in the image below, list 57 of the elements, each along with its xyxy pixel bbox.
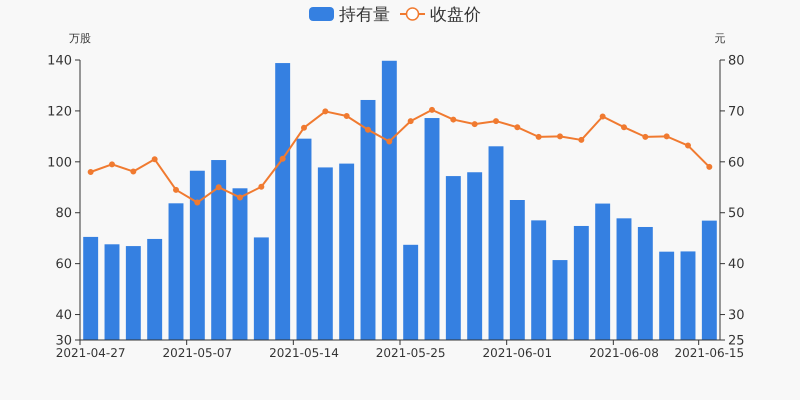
point bbox=[685, 142, 691, 149]
x-tick-label: 2021-06-01 bbox=[482, 346, 552, 360]
point bbox=[642, 134, 648, 140]
point bbox=[216, 184, 222, 190]
y2-tick-label: 80 bbox=[728, 54, 745, 68]
point bbox=[450, 116, 456, 123]
y-axis-title: 万股 bbox=[69, 32, 91, 45]
y2-tick-label: 60 bbox=[728, 155, 745, 170]
x-tick-label: 2021-06-08 bbox=[589, 346, 659, 360]
x-tick-label: 2021-06-15 bbox=[674, 346, 744, 360]
point bbox=[258, 184, 264, 190]
y2-tick-label: 50 bbox=[728, 206, 745, 222]
y2-tick-label: 70 bbox=[728, 104, 745, 120]
point bbox=[194, 200, 200, 206]
point bbox=[301, 124, 307, 131]
point bbox=[472, 121, 478, 128]
legend-label: 持有量 bbox=[339, 5, 390, 25]
point bbox=[557, 133, 563, 140]
point bbox=[173, 186, 179, 193]
y-tick-label: 60 bbox=[55, 257, 72, 272]
point bbox=[109, 161, 115, 168]
point bbox=[237, 194, 243, 200]
point bbox=[322, 108, 328, 114]
legend-持有量: 持有量 bbox=[309, 5, 390, 25]
point bbox=[621, 124, 627, 130]
point bbox=[578, 136, 584, 143]
y2-tick-label: 30 bbox=[728, 308, 745, 324]
x-tick-label: 2021-05-14 bbox=[269, 346, 339, 360]
point bbox=[344, 113, 350, 119]
point bbox=[493, 118, 499, 124]
point bbox=[600, 114, 606, 120]
x-tick-label: 2021-05-25 bbox=[376, 346, 446, 360]
point bbox=[88, 169, 94, 175]
y-tick-label: 140 bbox=[47, 54, 72, 68]
y-tick-label: 120 bbox=[47, 104, 72, 120]
point bbox=[706, 164, 712, 170]
point bbox=[514, 124, 520, 130]
point bbox=[386, 138, 392, 144]
y-tick-label: 100 bbox=[47, 155, 72, 170]
point bbox=[408, 118, 414, 124]
point bbox=[280, 156, 286, 162]
y-tick-label: 40 bbox=[55, 308, 72, 324]
point bbox=[365, 126, 371, 133]
y-tick-label: 30 bbox=[55, 334, 72, 348]
y2-axis-title: 元 bbox=[714, 32, 726, 45]
legend-label: 收盘价 bbox=[430, 5, 481, 25]
y-tick-label: 80 bbox=[55, 206, 72, 222]
y2-tick-label: 25 bbox=[728, 334, 745, 348]
legend-收盘价: 收盘价 bbox=[400, 5, 481, 25]
point bbox=[130, 168, 136, 174]
point bbox=[152, 156, 158, 162]
point bbox=[536, 134, 542, 140]
point bbox=[429, 106, 435, 113]
y2-tick-label: 40 bbox=[728, 257, 745, 272]
x-tick-label: 2021-05-07 bbox=[162, 346, 232, 360]
x-tick-label: 2021-04-27 bbox=[56, 346, 126, 360]
point bbox=[664, 133, 670, 140]
